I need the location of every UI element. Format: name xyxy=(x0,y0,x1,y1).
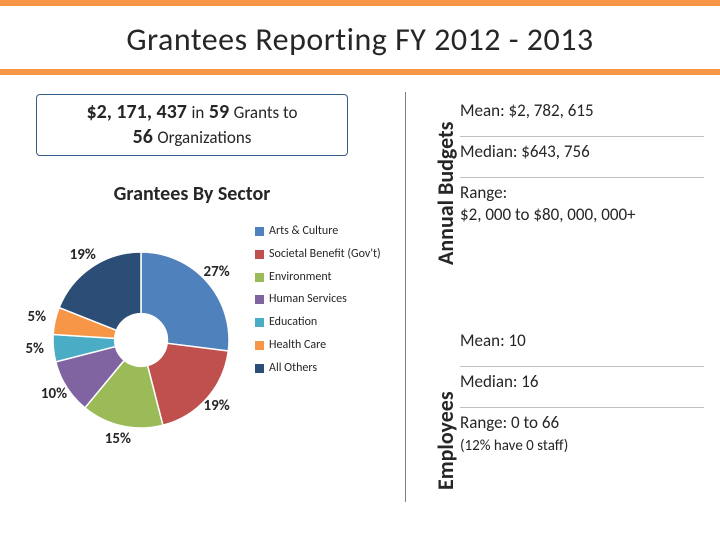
summary-amount: $2, 171, 437 xyxy=(86,100,186,124)
side-label-budgets: Annual Budgets xyxy=(432,122,459,265)
summary-grants-word: Grants to xyxy=(234,102,298,123)
budgets-range: Range: $2, 000 to $80, 000, 000+ xyxy=(460,177,704,226)
summary-in: in xyxy=(191,102,204,123)
donut-pct-label: 27% xyxy=(204,263,230,281)
employees-range-value: 0 to 66 xyxy=(511,412,559,433)
donut-pct-label: 19% xyxy=(70,246,96,264)
donut-pct-label: 5% xyxy=(27,308,46,326)
employees-mean-value: 10 xyxy=(508,330,525,351)
donut-pct-label: 5% xyxy=(25,340,44,358)
legend-item: Societal Benefit (Gov't) xyxy=(255,248,400,262)
legend-swatch xyxy=(255,227,264,236)
summary-orgs-word: Organizations xyxy=(157,127,251,148)
legend-item: Health Care xyxy=(255,339,400,353)
vertical-divider xyxy=(405,92,406,502)
employees-range: Range: 0 to 66 (12% have 0 staff) xyxy=(460,407,704,457)
legend-swatch xyxy=(255,318,264,327)
summary-orgs-count: 56 xyxy=(133,125,153,149)
employees-range-note: (12% have 0 staff) xyxy=(460,437,568,455)
legend-swatch xyxy=(255,273,264,282)
donut-pct-label: 19% xyxy=(204,397,230,415)
legend-label: Health Care xyxy=(269,339,326,353)
legend-label: All Others xyxy=(269,362,317,376)
stats-employees: Mean: 10 Median: 16 Range: 0 to 66 (12% … xyxy=(460,330,704,471)
legend-item: Environment xyxy=(255,271,400,285)
legend-label: Societal Benefit (Gov't) xyxy=(269,248,381,262)
employees-range-label: Range: xyxy=(460,412,507,433)
sector-title: Grantees By Sector xyxy=(36,182,348,206)
budgets-mean: Mean: $2, 782, 615 xyxy=(460,100,704,122)
summary-line-1: $2, 171, 437 in 59 Grants to xyxy=(86,100,297,125)
legend-label: Arts & Culture xyxy=(269,225,338,239)
summary-grants-count: 59 xyxy=(209,100,229,124)
legend-swatch xyxy=(255,295,264,304)
summary-line-2: 56 Organizations xyxy=(133,125,252,150)
legend-item: Human Services xyxy=(255,293,400,307)
employees-median-label: Median: xyxy=(460,371,517,392)
accent-bar-bottom xyxy=(0,69,720,75)
stats-budgets: Mean: $2, 782, 615 Median: $643, 756 Ran… xyxy=(460,100,704,240)
budgets-range-label: Range: xyxy=(460,182,507,203)
legend-item: Arts & Culture xyxy=(255,225,400,239)
side-label-employees: Employees xyxy=(432,391,459,490)
legend-label: Human Services xyxy=(269,293,347,307)
legend-item: Education xyxy=(255,316,400,330)
donut-pct-label: 10% xyxy=(41,385,67,403)
legend-item: All Others xyxy=(255,362,400,376)
summary-box: $2, 171, 437 in 59 Grants to 56 Organiza… xyxy=(36,94,348,156)
employees-mean-label: Mean: xyxy=(460,330,505,351)
employees-median-value: 16 xyxy=(521,371,538,392)
legend: Arts & Culture Societal Benefit (Gov't) En… xyxy=(255,225,400,385)
legend-swatch xyxy=(255,250,264,259)
legend-swatch xyxy=(255,341,264,350)
budgets-mean-value: $2, 782, 615 xyxy=(508,100,593,121)
employees-median: Median: 16 xyxy=(460,366,704,393)
employees-mean: Mean: 10 xyxy=(460,330,704,352)
donut-chart: 27%19%15%10%5%5%19% xyxy=(36,235,246,445)
budgets-median-value: $643, 756 xyxy=(521,141,589,162)
legend-label: Environment xyxy=(269,271,332,285)
budgets-range-value: $2, 000 to $80, 000, 000+ xyxy=(460,204,636,225)
budgets-median-label: Median: xyxy=(460,141,517,162)
page-title: Grantees Reporting FY 2012 - 2013 xyxy=(0,6,720,59)
legend-swatch xyxy=(255,364,264,373)
legend-label: Education xyxy=(269,316,317,330)
budgets-median: Median: $643, 756 xyxy=(460,136,704,163)
budgets-mean-label: Mean: xyxy=(460,100,505,121)
donut-pct-label: 15% xyxy=(105,430,131,448)
